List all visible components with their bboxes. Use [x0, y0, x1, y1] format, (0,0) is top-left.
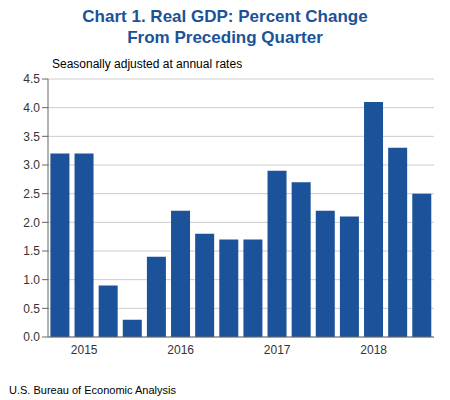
- svg-text:2015: 2015: [71, 342, 98, 356]
- svg-text:4.5: 4.5: [23, 72, 40, 86]
- svg-text:1.0: 1.0: [23, 272, 40, 286]
- svg-text:2017: 2017: [264, 342, 291, 356]
- svg-text:2.0: 2.0: [23, 215, 40, 229]
- svg-text:4.0: 4.0: [23, 100, 40, 114]
- svg-text:2018: 2018: [360, 342, 387, 356]
- html-text:Chart 1. Real GDP: Percent Cha: Chart 1. Real GDP: Percent Change From P…: [82, 7, 368, 48]
- svg-text:0.5: 0.5: [23, 301, 40, 315]
- svg-text:0.0: 0.0: [23, 330, 40, 344]
- svg-text:1.5: 1.5: [23, 244, 40, 258]
- svg-text:3.0: 3.0: [23, 158, 40, 172]
- html-text:Seasonally adjusted at annual: Seasonally adjusted at annual rates: [52, 56, 243, 71]
- svg-text:3.5: 3.5: [23, 129, 40, 143]
- svg-text:2.5: 2.5: [23, 186, 40, 200]
- html-text:U.S. Bureau of Economic Analys: U.S. Bureau of Economic Analysis: [9, 384, 176, 396]
- svg-text:2016: 2016: [167, 342, 194, 356]
